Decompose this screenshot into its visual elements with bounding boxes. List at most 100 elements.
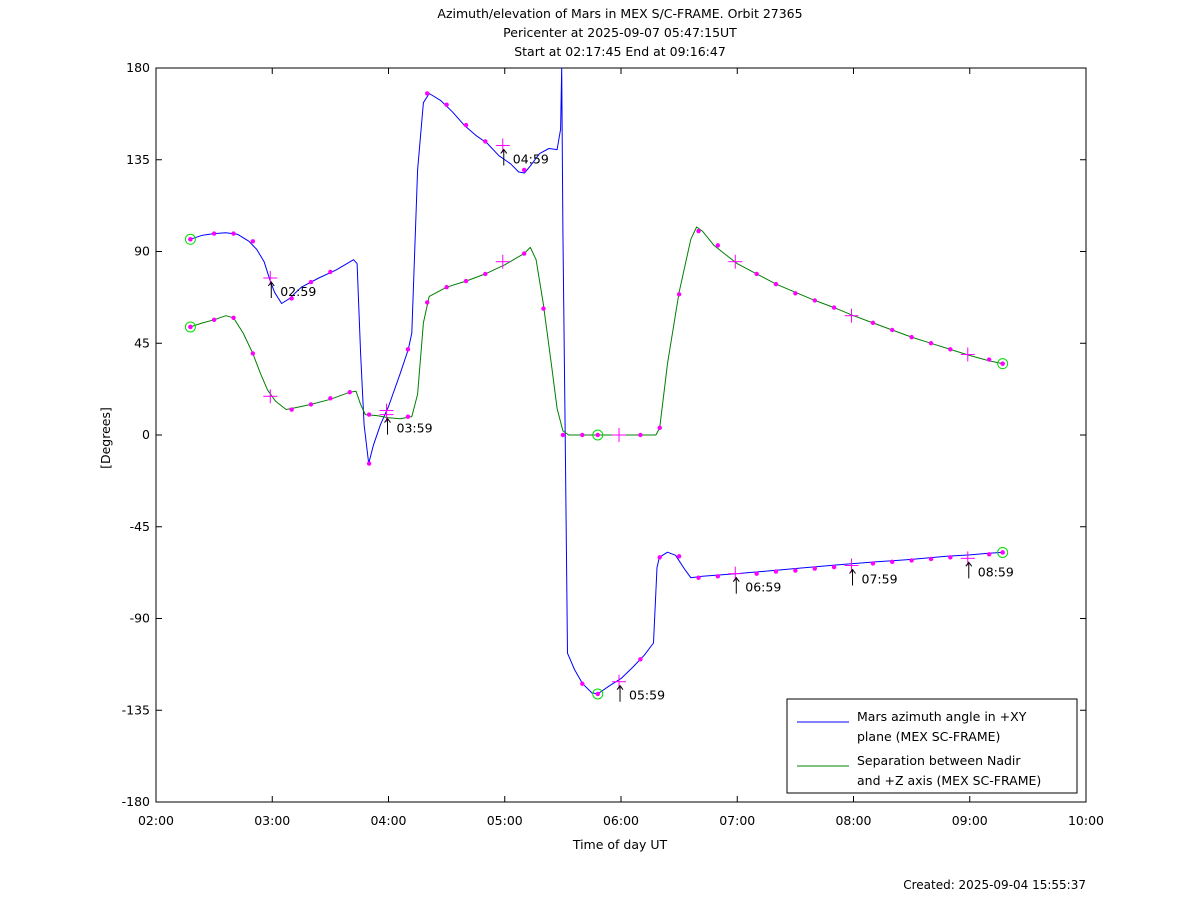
separation-marker-dot <box>347 389 352 395</box>
hour-mark-label: 02:59 <box>280 284 316 299</box>
azimuth-marker-dot <box>405 347 411 352</box>
series-layer <box>190 67 1003 695</box>
x-tick-label: 10:00 <box>1068 813 1104 828</box>
separation-marker-dot <box>909 334 914 340</box>
title-line-2: Pericenter at 2025-09-07 05:47:15UT <box>503 25 737 40</box>
hour-mark-arrowhead <box>965 561 973 567</box>
azimuth-marker-dot <box>909 558 914 563</box>
separation-marker-dot <box>425 300 430 305</box>
hour-mark-label: 04:59 <box>513 151 549 166</box>
separation-marker-dot <box>890 327 895 333</box>
azimuth-marker-dot <box>308 279 314 285</box>
legend-label-separation-line-2: and +Z axis (MEX SC-FRAME) <box>857 773 1041 788</box>
endpoint-circle-marker <box>592 429 604 441</box>
separation-marker-dot <box>986 357 992 362</box>
legend: Mars azimuth angle in +XY plane (MEX SC-… <box>786 698 1078 794</box>
endpoint-circle-marker <box>184 233 196 245</box>
azimuth-marker-dot <box>521 167 527 173</box>
y-tick-label: 0 <box>142 427 150 442</box>
endpoint-circle-marker <box>184 321 196 333</box>
separation-marker-dot <box>657 425 662 431</box>
separation-marker-dot <box>444 284 449 290</box>
hour-mark-label: 08:59 <box>978 564 1014 579</box>
hour-mark-arrowhead <box>267 281 275 287</box>
azimuth-marker-dot <box>425 91 430 96</box>
separation-marker-dot <box>793 291 798 296</box>
separation-marker-dot <box>463 278 469 284</box>
x-tick-label: 08:00 <box>835 813 871 828</box>
azimuth-marker-dot <box>948 555 953 560</box>
series-line-separation <box>190 226 1003 436</box>
endpoint-center-dot <box>1000 550 1005 555</box>
x-tick-label: 05:00 <box>487 813 523 828</box>
separation-marker-dot <box>773 281 779 287</box>
azimuth-marker-dot <box>638 657 643 662</box>
y-tick-label: 90 <box>134 244 150 259</box>
separation-marker-dot <box>928 341 934 346</box>
azimuth-marker-dot <box>289 296 294 301</box>
y-tick-label: -135 <box>122 702 150 717</box>
y-tick-label: -90 <box>130 611 150 626</box>
legend-box <box>786 698 1078 794</box>
x-tick-label: 02:00 <box>138 813 174 828</box>
separation-marker-dot <box>250 351 256 356</box>
azimuth-marker-dot <box>366 461 372 466</box>
separation-marker-dot <box>676 292 682 297</box>
separation-marker-dot <box>870 320 876 326</box>
x-tick-label: 04:00 <box>370 813 406 828</box>
hour-mark-label: 07:59 <box>862 571 898 586</box>
separation-marker-dot <box>812 298 817 303</box>
title-block: Azimuth/elevation of Mars in MEX S/C-FRA… <box>437 6 802 59</box>
separation-marker-dot <box>231 315 236 320</box>
separation-marker-dot <box>831 305 837 310</box>
azimuth-marker-dot <box>773 569 779 574</box>
separation-marker-dot <box>308 402 314 407</box>
legend-label-azimuth-line-1: Mars azimuth angle in +XY <box>857 709 1027 724</box>
azimuth-marker-dot <box>715 574 721 579</box>
separation-marker-dot <box>580 432 585 438</box>
separation-marker-dot <box>289 407 294 412</box>
hour-mark-label: 05:59 <box>629 688 665 703</box>
azimuth-marker-dot <box>793 568 798 573</box>
hour-mark-arrowhead <box>500 148 508 154</box>
title-line-3: Start at 02:17:45 End at 09:16:47 <box>514 44 726 59</box>
hour-mark-arrowhead <box>616 684 624 691</box>
endpoint-circle-marker <box>997 546 1009 558</box>
azimuth-marker-dot <box>444 102 449 107</box>
separation-marker-dot <box>328 396 333 401</box>
endpoint-center-dot <box>595 691 600 697</box>
azimuth-marker-dot <box>890 559 895 565</box>
x-tick-label: 06:00 <box>603 813 639 828</box>
separation-marker-dot <box>483 271 488 277</box>
azimuth-marker-dot <box>231 231 236 236</box>
separation-marker-dot <box>948 347 953 352</box>
separation-marker-dot <box>560 432 566 438</box>
series-line-azimuth <box>190 67 1003 695</box>
hour-mark-arrowhead <box>384 417 391 423</box>
endpoint-circle-marker <box>997 358 1009 370</box>
separation-marker-dot <box>521 251 527 256</box>
y-tick-label: 135 <box>126 152 150 167</box>
x-tick-label: 07:00 <box>719 813 755 828</box>
azimuth-marker-dot <box>696 575 701 580</box>
azimuth-marker-dot <box>676 554 682 559</box>
azimuth-marker-dot <box>657 555 662 560</box>
azimuth-marker-dot <box>250 239 256 244</box>
azimuth-marker-dot <box>986 552 992 557</box>
azimuth-marker-dot <box>580 681 585 686</box>
y-tick-label: -45 <box>130 519 150 534</box>
x-tick-label: 03:00 <box>254 813 290 828</box>
separation-marker-dot <box>211 317 217 323</box>
separation-marker-dot <box>541 306 546 311</box>
endpoint-center-dot <box>188 237 193 242</box>
axis-ticks: 02:00 03:00 04:00 05:00 06:00 07:00 08:00 09:00… <box>122 60 1104 828</box>
x-tick-label: 09:00 <box>952 813 988 828</box>
endpoint-center-dot <box>1000 361 1005 366</box>
separation-marker-dot <box>638 432 643 438</box>
y-tick-label: 180 <box>126 60 150 75</box>
x-axis-label: Time of day UT <box>572 837 668 852</box>
azimuth-marker-dot <box>328 269 333 275</box>
endpoint-center-dot <box>188 324 193 330</box>
hour-mark-arrowhead <box>732 576 740 582</box>
